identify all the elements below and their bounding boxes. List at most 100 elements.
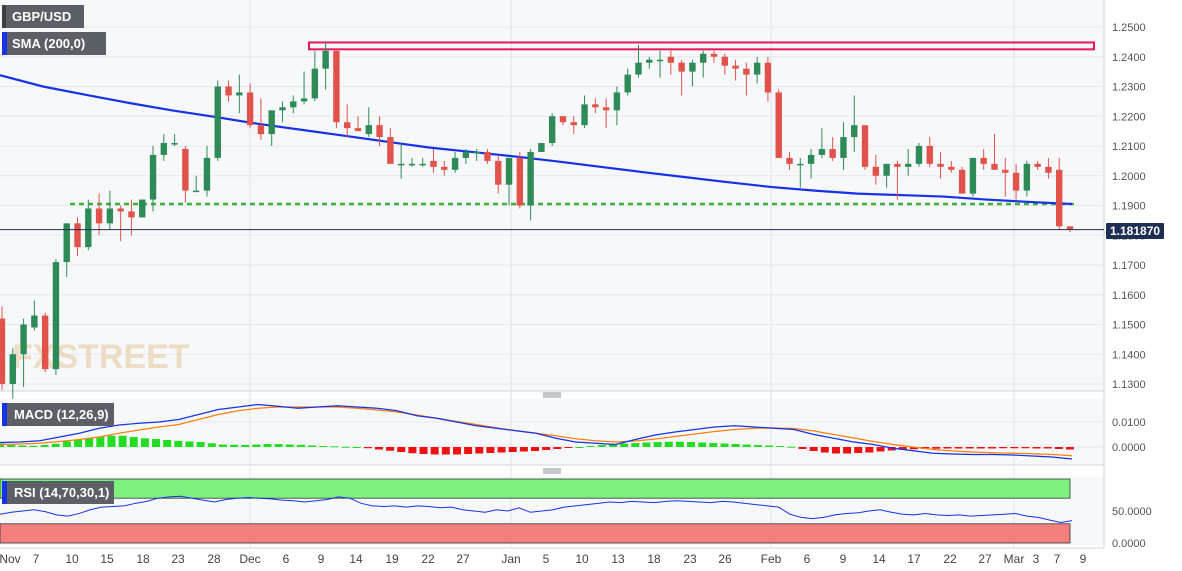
price-tick-label: 1.2400 — [1112, 52, 1146, 64]
candle-body — [581, 104, 588, 126]
candle-body — [1066, 226, 1074, 230]
candle — [883, 163, 890, 188]
candle-body — [602, 107, 610, 111]
candle-body — [419, 163, 426, 166]
macd-histogram-bar — [987, 447, 996, 449]
candle — [203, 146, 211, 197]
candle-body — [559, 116, 567, 123]
candle — [958, 166, 966, 194]
panel-resize-handle[interactable] — [543, 392, 561, 398]
candle-body — [300, 98, 308, 102]
macd-histogram-bar — [397, 447, 406, 452]
candle-body — [20, 324, 27, 355]
candle — [613, 86, 621, 126]
candle — [85, 199, 92, 251]
candle-body — [700, 53, 707, 63]
candle-body — [538, 143, 545, 152]
macd-legend-box[interactable]: MACD (12,26,9) — [2, 403, 114, 426]
candle — [246, 83, 254, 129]
macd-histogram-bar — [263, 444, 272, 447]
price-tick-label: 1.1400 — [1112, 349, 1146, 361]
macd-histogram-bar — [241, 445, 250, 447]
macd-histogram-bar — [831, 447, 840, 454]
candle-body — [937, 163, 944, 167]
candle-body — [52, 262, 60, 370]
price-tick-label: 1.1900 — [1112, 201, 1146, 213]
macd-histogram-bar — [196, 442, 205, 447]
date-tick-label: 6 — [283, 552, 290, 566]
price-tick-label: 1.1700 — [1112, 260, 1146, 272]
macd-histogram-bar — [319, 446, 328, 447]
candle — [980, 148, 987, 170]
candle-body — [214, 86, 221, 158]
candle — [937, 151, 944, 179]
rsi-line — [0, 495, 1073, 524]
candle — [926, 137, 933, 167]
macd-histogram-bar — [1021, 447, 1030, 449]
macd-histogram-bar — [943, 447, 952, 449]
macd-histogram-bar — [230, 444, 239, 447]
candle-body — [257, 125, 265, 135]
candle — [225, 80, 232, 102]
candle — [1045, 157, 1052, 179]
candle — [732, 59, 739, 81]
candle-body — [354, 128, 362, 132]
candle — [236, 74, 243, 114]
sma-legend-label: SMA (200,0) — [12, 36, 85, 51]
date-tick-label: 23 — [683, 552, 697, 566]
candle-body — [980, 157, 987, 164]
date-tick-label: 6 — [804, 552, 811, 566]
panel-resize-handle[interactable] — [543, 468, 561, 474]
candle — [419, 157, 426, 167]
macd-histogram-bar — [18, 445, 27, 447]
macd-histogram-bar — [664, 441, 673, 447]
macd-histogram-bar — [653, 442, 662, 447]
candle — [829, 137, 836, 161]
rsi-legend-box[interactable]: RSI (14,70,30,1) — [2, 481, 114, 504]
date-tick-label: 3 — [1033, 552, 1040, 566]
candle-body — [548, 116, 556, 144]
price-tick-label: 1.2300 — [1112, 82, 1146, 94]
macd-histogram-bar — [152, 439, 161, 447]
candle — [559, 116, 567, 126]
macd-histogram-bar — [363, 447, 372, 449]
candle — [333, 50, 340, 129]
macd-histogram-bar — [218, 444, 227, 447]
candle — [904, 148, 912, 176]
rsi-tick-label: 0.0000 — [1112, 538, 1146, 550]
macd-histogram-bar — [898, 447, 907, 450]
candle-body — [829, 148, 836, 158]
candle-body — [969, 157, 977, 194]
candle — [797, 157, 804, 188]
symbol-label-box[interactable]: GBP/USD — [2, 5, 84, 28]
macd-histogram-bar — [274, 444, 283, 447]
macd-histogram-bar — [798, 447, 807, 449]
macd-histogram-bar — [352, 447, 361, 448]
macd-histogram-bar — [1054, 447, 1063, 449]
candle — [710, 50, 718, 63]
candle-body — [128, 211, 135, 218]
sma-legend-box[interactable]: SMA (200,0) — [2, 32, 106, 55]
macd-histogram-bar — [296, 444, 305, 447]
candle-body — [948, 166, 955, 170]
candle — [969, 157, 977, 197]
date-tick-label: 23 — [171, 552, 185, 566]
macd-histogram-bar — [74, 439, 83, 447]
candle — [74, 217, 81, 257]
macd-histogram-bar — [564, 447, 573, 448]
macd-histogram-bar — [954, 447, 963, 449]
macd-tick-label: 0.0000 — [1112, 442, 1146, 454]
candle — [861, 125, 869, 170]
candle — [268, 110, 275, 146]
price-tick-label: 1.1500 — [1112, 320, 1146, 332]
candle — [721, 53, 728, 75]
candle-body — [246, 92, 254, 126]
candle-body — [818, 148, 826, 155]
date-tick-label: 7 — [33, 552, 40, 566]
candle-body — [883, 163, 890, 176]
candle — [441, 160, 448, 176]
candle-body — [656, 59, 664, 62]
candle-body — [592, 104, 599, 108]
candle — [354, 116, 362, 132]
macd-histogram-bar — [742, 444, 751, 447]
